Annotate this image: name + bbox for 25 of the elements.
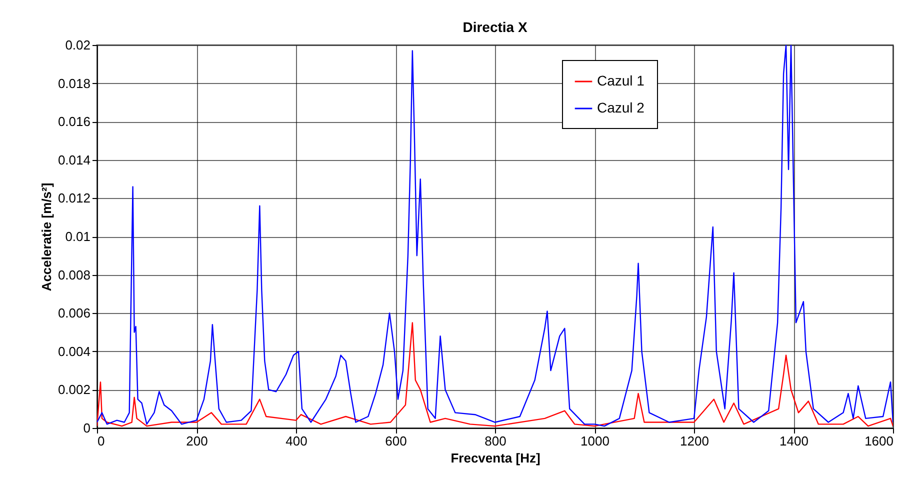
y-tick-label: 0.01 [65,229,90,244]
y-tick-label: 0.002 [58,382,90,398]
chart-title: Directia X [462,19,528,35]
x-axis-title: Frecventa [Hz] [450,450,540,466]
y-tick-label: 0.008 [58,267,90,282]
y-tick-label: 0.018 [58,76,90,91]
y-tick-label: 0.004 [58,344,90,359]
y-tick-label: 0.006 [58,306,90,321]
y-tick-label: 0.012 [58,190,90,206]
x-tick-label: 1600 [864,434,894,448]
x-tick-label: 1000 [580,434,610,448]
x-tick-label: 0 [98,434,105,448]
y-tick-label: 0.014 [58,152,90,168]
x-tick-label: 200 [186,434,208,448]
x-tick-label: 800 [484,434,506,448]
x-tick-label: 400 [286,434,308,448]
legend-label: Cazul 1 [597,72,645,88]
legend-label: Cazul 2 [597,100,645,116]
x-tick-label: 1200 [680,434,709,448]
y-axis-title: Acceleratie [m/s²] [38,182,54,292]
y-tick-label: 0 [83,420,90,436]
x-tick-label: 600 [385,434,407,448]
y-tick-label: 0.016 [58,114,90,130]
x-tick-label: 1400 [780,434,808,448]
y-tick-label: 0.02 [65,38,90,52]
